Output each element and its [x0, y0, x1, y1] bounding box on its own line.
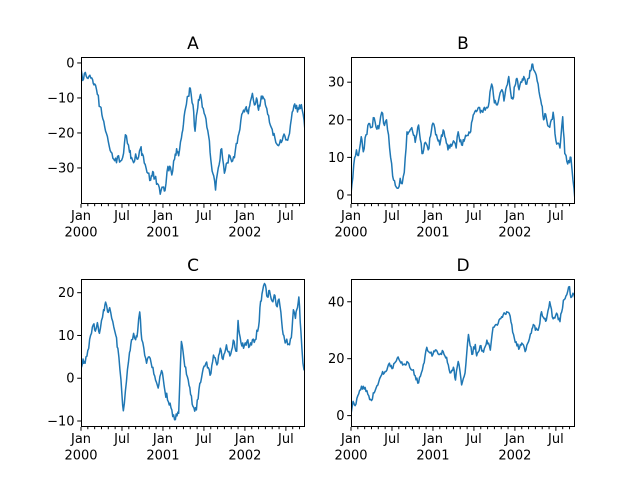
svg-text:−10: −10: [47, 415, 74, 430]
svg-text:2002: 2002: [498, 226, 531, 241]
chart-plot-a: Jan 2000 Jul Jan 2001 Jul Jan 2002 Jul 0 −10 −20 −30: [47, 56, 305, 241]
svg-text:2001: 2001: [416, 449, 449, 464]
chart-panel-a: A Jan 2000 Jul Jan 2001 Jul Jan 2002 Jul 0 −10 −20 −…: [47, 34, 305, 241]
svg-text:Jan: Jan: [422, 432, 443, 447]
svg-text:2002: 2002: [228, 449, 261, 464]
svg-text:40: 40: [328, 295, 345, 310]
svg-text:Jan: Jan: [70, 432, 91, 447]
svg-text:Jul: Jul: [465, 432, 482, 447]
svg-text:Jul: Jul: [277, 209, 294, 224]
svg-text:20: 20: [328, 113, 345, 128]
chart-plot-b: Jan 2000 Jul Jan 2001 Jul Jan 2002 Jul 30 20 10 0: [328, 57, 575, 241]
svg-text:Jul: Jul: [383, 432, 400, 447]
svg-text:2001: 2001: [146, 449, 179, 464]
chart-plot-c: Jan 2000 Jul Jan 2001 Jul Jan 2002 Jul 20 10 0 −10: [47, 279, 305, 464]
chart-title-c: C: [187, 256, 199, 276]
svg-text:0: 0: [336, 188, 344, 203]
svg-text:0: 0: [66, 56, 74, 71]
svg-text:Jan: Jan: [152, 432, 173, 447]
svg-text:2001: 2001: [146, 226, 179, 241]
chart-panel-d: D Jan 2000 Jul Jan 2001 Jul Jan 2002 Jul 40 20 0: [328, 256, 575, 464]
svg-text:2000: 2000: [64, 449, 97, 464]
svg-text:Jan: Jan: [504, 432, 525, 447]
svg-text:2000: 2000: [64, 226, 97, 241]
svg-text:2001: 2001: [416, 226, 449, 241]
svg-text:10: 10: [58, 329, 75, 344]
svg-text:−10: −10: [47, 91, 74, 106]
svg-text:Jul: Jul: [277, 432, 294, 447]
svg-text:Jan: Jan: [152, 209, 173, 224]
chart-panel-c: C Jan 2000 Jul Jan 2001 Jul Jan 2002 Jul 20 10 0 −10: [47, 256, 305, 464]
svg-text:Jul: Jul: [195, 209, 212, 224]
svg-text:Jan: Jan: [340, 209, 361, 224]
svg-text:Jul: Jul: [465, 209, 482, 224]
svg-text:Jan: Jan: [70, 209, 91, 224]
svg-text:−20: −20: [47, 126, 74, 141]
svg-text:20: 20: [58, 286, 75, 301]
chart-title-a: A: [187, 34, 199, 54]
svg-text:2000: 2000: [334, 449, 367, 464]
svg-text:Jan: Jan: [234, 209, 255, 224]
chart-title-b: B: [457, 34, 469, 54]
svg-text:30: 30: [328, 76, 345, 91]
svg-text:0: 0: [66, 372, 74, 387]
svg-text:20: 20: [328, 352, 345, 367]
svg-text:Jul: Jul: [383, 209, 400, 224]
svg-text:Jul: Jul: [547, 432, 564, 447]
svg-text:Jan: Jan: [234, 432, 255, 447]
svg-text:−30: −30: [47, 161, 74, 176]
svg-text:0: 0: [336, 409, 344, 424]
chart-panel-b: B Jan 2000 Jul Jan 2001 Jul Jan 2002 Jul 30 20 10 0: [328, 34, 575, 241]
svg-text:2002: 2002: [498, 449, 531, 464]
svg-text:Jul: Jul: [547, 209, 564, 224]
svg-text:2002: 2002: [228, 226, 261, 241]
chart-title-d: D: [456, 256, 470, 276]
svg-text:Jan: Jan: [504, 209, 525, 224]
svg-text:2000: 2000: [334, 226, 367, 241]
svg-text:Jul: Jul: [113, 432, 130, 447]
svg-text:Jan: Jan: [422, 209, 443, 224]
chart-plot-d: Jan 2000 Jul Jan 2001 Jul Jan 2002 Jul 40 20 0: [328, 279, 575, 464]
svg-text:Jul: Jul: [113, 209, 130, 224]
svg-text:Jul: Jul: [195, 432, 212, 447]
svg-text:10: 10: [328, 151, 345, 166]
svg-text:Jan: Jan: [340, 432, 361, 447]
